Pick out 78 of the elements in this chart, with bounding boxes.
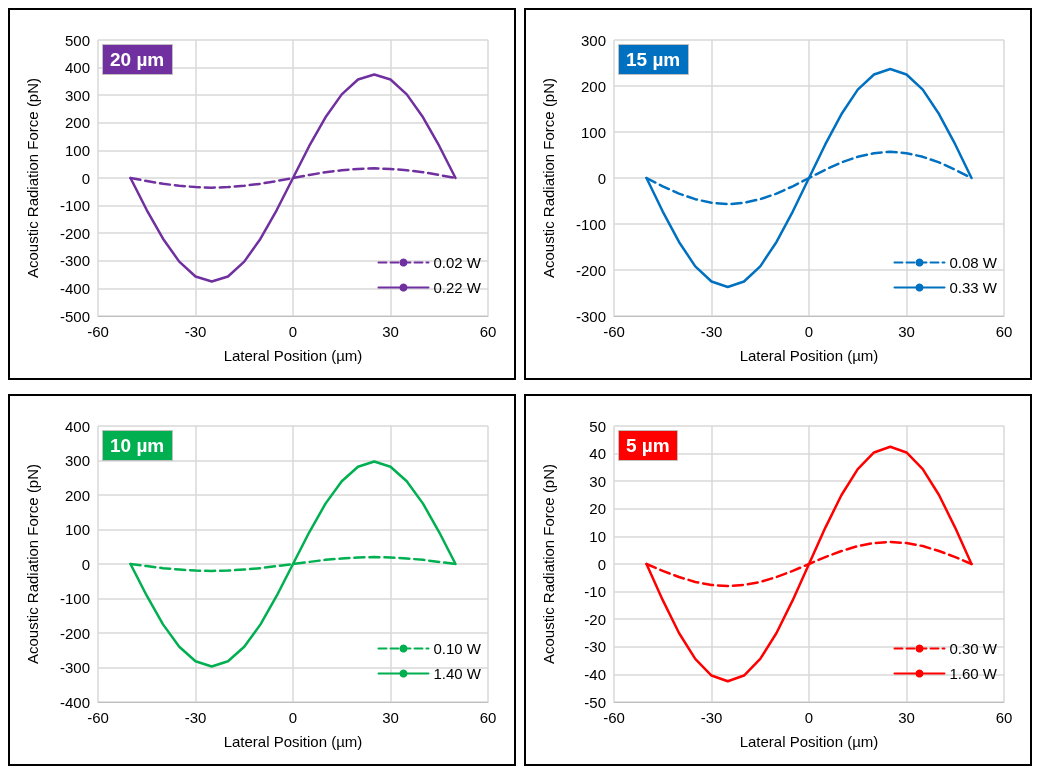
y-tick-label: -20 <box>584 610 606 628</box>
y-tick-label: 50 <box>589 417 606 435</box>
y-tick-label: 100 <box>580 123 606 141</box>
text: 5 µm <box>626 435 670 456</box>
y-tick-label: 40 <box>589 445 606 463</box>
y-tick-label: 0 <box>597 169 606 187</box>
y-tick-label: 0 <box>81 169 90 187</box>
y-tick-label: 500 <box>64 31 90 49</box>
y-tick-label: 200 <box>64 486 90 504</box>
text: 15 µm <box>626 49 681 70</box>
x-tick-label: -60 <box>603 709 625 726</box>
x-tick-label: 30 <box>898 709 915 726</box>
x-tick-label: -60 <box>87 709 109 726</box>
y-tick-label: 300 <box>64 452 90 469</box>
y-tick-label: 0 <box>81 555 90 573</box>
y-tick-label: -50 <box>584 693 606 711</box>
x-tick-label: 0 <box>288 323 298 340</box>
y-tick-label: -100 <box>59 197 90 215</box>
x-tick-label: 30 <box>898 323 915 340</box>
y-tick-label: -100 <box>575 215 606 233</box>
y-tick-label: 0 <box>597 555 606 573</box>
y-tick-label: 30 <box>589 472 606 490</box>
y-tick-label: 200 <box>64 114 90 132</box>
legend-label: 0.02 W <box>433 254 482 271</box>
y-tick-label: -30 <box>584 638 606 656</box>
x-tick-label: 0 <box>804 709 814 726</box>
legend-label: 0.30 W <box>949 640 998 657</box>
x-tick-label: 60 <box>995 709 1013 726</box>
y-tick-label: -100 <box>59 590 90 607</box>
x-tick-label: -30 <box>184 323 207 340</box>
x-axis-title: Lateral Position (µm) <box>223 347 363 364</box>
y-tick-label: 10 <box>589 527 606 545</box>
x-tick-label: 60 <box>479 323 497 340</box>
y-axis-title: Acoustic Radiation Force (pN) <box>540 77 557 279</box>
legend-label: 0.33 W <box>949 279 998 296</box>
y-tick-label: -40 <box>584 665 606 683</box>
y-tick-label: -300 <box>575 307 606 325</box>
y-tick-label: 100 <box>64 521 90 538</box>
x-tick-label: 0 <box>804 323 814 340</box>
x-tick-label: 60 <box>995 323 1013 340</box>
x-axis-title: Lateral Position (µm) <box>739 733 879 750</box>
x-tick-label: 30 <box>382 323 399 340</box>
legend-label: 1.60 W <box>949 665 998 682</box>
x-tick-label: 60 <box>479 709 497 726</box>
y-axis-title: Acoustic Radiation Force (pN) <box>540 463 557 665</box>
y-tick-label: 200 <box>580 77 606 95</box>
legend-label: 0.08 W <box>949 254 998 271</box>
legend-label: 1.40 W <box>433 665 482 682</box>
y-tick-label: 20 <box>589 500 606 518</box>
x-tick-label: -30 <box>700 323 723 340</box>
y-tick-label: -300 <box>59 252 90 270</box>
y-axis-title: Acoustic Radiation Force (pN) <box>24 77 41 279</box>
x-tick-label: -60 <box>603 323 625 340</box>
text: 20 µm <box>110 49 165 70</box>
y-tick-label: 400 <box>64 417 90 435</box>
x-tick-label: 30 <box>382 709 399 726</box>
y-tick-label: -200 <box>59 224 90 242</box>
x-axis-title: Lateral Position (µm) <box>739 347 879 364</box>
y-tick-label: -300 <box>59 659 90 676</box>
legend-label: 0.10 W <box>433 640 482 657</box>
x-tick-label: -30 <box>184 709 207 726</box>
x-tick-label: -30 <box>700 709 723 726</box>
y-tick-label: -500 <box>59 307 90 325</box>
y-tick-label: 300 <box>64 86 90 104</box>
y-tick-label: -400 <box>59 279 90 297</box>
y-tick-label: -400 <box>59 693 90 711</box>
y-tick-label: 100 <box>64 141 90 159</box>
y-axis-title: Acoustic Radiation Force (pN) <box>24 463 41 665</box>
y-tick-label: -200 <box>575 261 606 279</box>
y-tick-label: -10 <box>584 583 606 601</box>
x-axis-title: Lateral Position (µm) <box>223 733 363 750</box>
y-tick-label: 300 <box>580 31 606 49</box>
legend-label: 0.22 W <box>433 279 482 296</box>
x-tick-label: -60 <box>87 323 109 340</box>
y-tick-label: 400 <box>64 59 90 77</box>
text: 10 µm <box>110 435 165 456</box>
y-tick-label: -200 <box>59 624 90 642</box>
x-tick-label: 0 <box>288 709 298 726</box>
